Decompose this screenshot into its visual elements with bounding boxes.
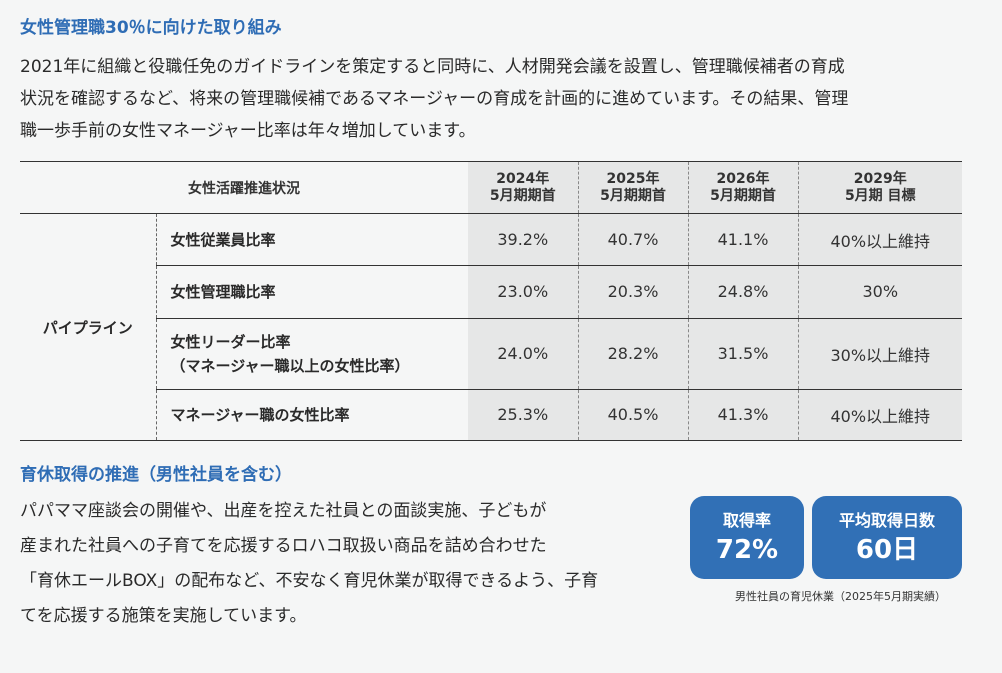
section-title-women-management: 女性管理職30％に向けた取り組み [20,18,282,38]
table-cell: 41.3% [687,389,798,441]
paragraph-line: 職一歩手前の女性マネージャー比率は年々増加しています。 [20,121,476,141]
paragraph-line: パパママ座談会の開催や、出産を控えた社員との面談実施、子どもが [20,501,547,521]
badge-label: 平均取得日数 [838,511,935,530]
intro-paragraph: 2021年に組織と役職任免のガイドラインを策定すると同時に、人材開発会議を設置し… [20,51,980,147]
badge-footnote: 男性社員の育児休業（2025年5月期実績） [735,590,946,603]
paragraph-line: 産まれた社員への子育てを応援するロハコ取扱い商品を詰め合わせた [20,536,547,556]
table-row: マネージャー職の女性比率 25.3% 40.5% 41.3% 40%以上維持 [20,389,962,441]
table-cell: 40%以上維持 [797,213,962,266]
table-cell: 31.5% [687,318,798,390]
acquisition-rate-badge: 取得率 72% [690,496,804,579]
childcare-paragraph: パパママ座談会の開催や、出産を控えた社員との面談実施、子どもが 産まれた社員への… [20,494,680,634]
paragraph-line: 「育休エールBOX」の配布など、不安なく育児休業が取得できるよう、子育 [20,571,599,591]
badge-value: 60日 [855,535,919,565]
table-cell: 40.7% [577,213,688,266]
column-header-2026: 2026年 5月期期首 [687,161,798,214]
metric-label: 女性リーダー比率 （マネージャー職以上の女性比率） [170,332,410,375]
table-cell: 24.0% [468,318,578,390]
table-header-label: 女性活躍推進状況 [188,180,300,197]
badge-value: 72% [715,535,779,565]
column-header-2024: 2024年 5月期期首 [468,161,578,214]
badge-label: 取得率 [722,511,771,530]
column-header-2025: 2025年 5月期期首 [577,161,688,214]
metric-label: 女性管理職比率 [170,282,276,301]
table-cell: 20.3% [577,265,688,319]
section-title-childcare-leave: 育休取得の推進（男性社員を含む） [20,465,292,485]
table-cell: 30% [797,265,962,319]
row-group-pipeline: パイプライン [20,213,157,441]
women-advancement-table: 女性活躍推進状況 2024年 5月期期首 2025年 5月期期首 2026年 5月期期… [20,161,962,441]
paragraph-line: 状況を確認するなど、将来の管理職候補であるマネージャーの育成を計画的に進めていま… [20,89,849,109]
table-cell: 28.2% [577,318,688,390]
table-cell: 39.2% [468,213,578,266]
paragraph-line: てを応援する施策を実施しています。 [20,606,307,626]
table-cell: 41.1% [687,213,798,266]
table-cell: 25.3% [468,389,578,441]
table-row: 女性管理職比率 23.0% 20.3% 24.8% 30% [20,265,962,319]
table-header-row: 女性活躍推進状況 2024年 5月期期首 2025年 5月期期首 2026年 5月期期… [20,161,962,214]
table-cell: 24.8% [687,265,798,319]
table-cell: 30%以上維持 [797,318,962,390]
metric-label: マネージャー職の女性比率 [170,405,350,424]
table-row: 女性リーダー比率 （マネージャー職以上の女性比率） 24.0% 28.2% 31.… [20,318,962,390]
table-row: パイプライン 女性従業員比率 39.2% 40.7% 41.1% 40%以上維持 [20,213,962,441]
average-days-badge: 平均取得日数 60日 [812,496,962,579]
column-header-2029-target: 2029年 5月期 目標 [797,161,962,214]
metric-label: 女性従業員比率 [170,230,276,249]
table-cell: 40.5% [577,389,688,441]
table-cell: 23.0% [468,265,578,319]
table-cell: 40%以上維持 [797,389,962,441]
paragraph-line: 2021年に組織と役職任免のガイドラインを策定すると同時に、人材開発会議を設置し… [20,57,845,77]
